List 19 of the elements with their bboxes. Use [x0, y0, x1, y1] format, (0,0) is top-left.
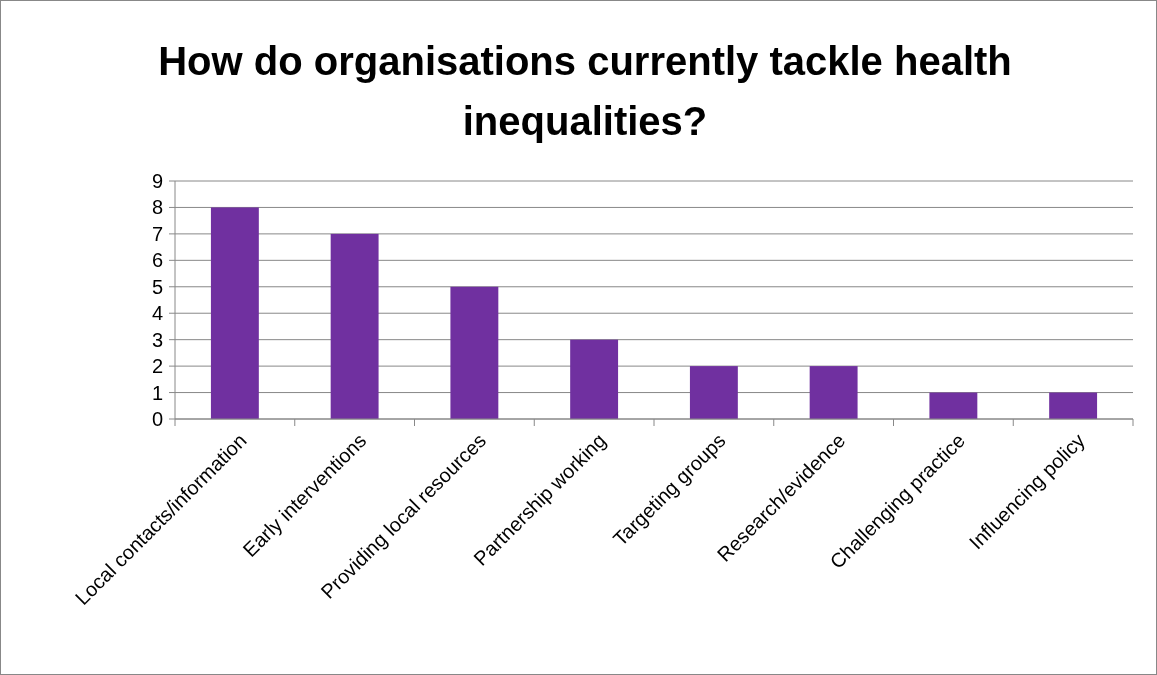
y-tick-label: 1: [151, 381, 163, 404]
bar: [330, 233, 379, 419]
chart-title: How do organisations currently tackle health inequalities?: [158, 39, 1012, 143]
y-tick-label: 0: [151, 408, 163, 430]
y-tick-label: 8: [151, 196, 163, 219]
y-tick-label: 9: [151, 170, 163, 192]
y-tick-label: 5: [151, 275, 163, 298]
y-tick-label: 3: [151, 328, 163, 351]
bar: [809, 366, 858, 419]
bar: [689, 366, 738, 419]
bar: [450, 286, 499, 419]
y-tick-label: 4: [151, 302, 163, 325]
bar: [929, 392, 978, 419]
bar: [1049, 392, 1098, 419]
y-tick-label: 7: [151, 222, 163, 245]
y-tick-label: 2: [151, 355, 163, 378]
bar: [210, 207, 259, 419]
bar: [570, 339, 619, 419]
y-tick-label: 6: [151, 249, 163, 272]
